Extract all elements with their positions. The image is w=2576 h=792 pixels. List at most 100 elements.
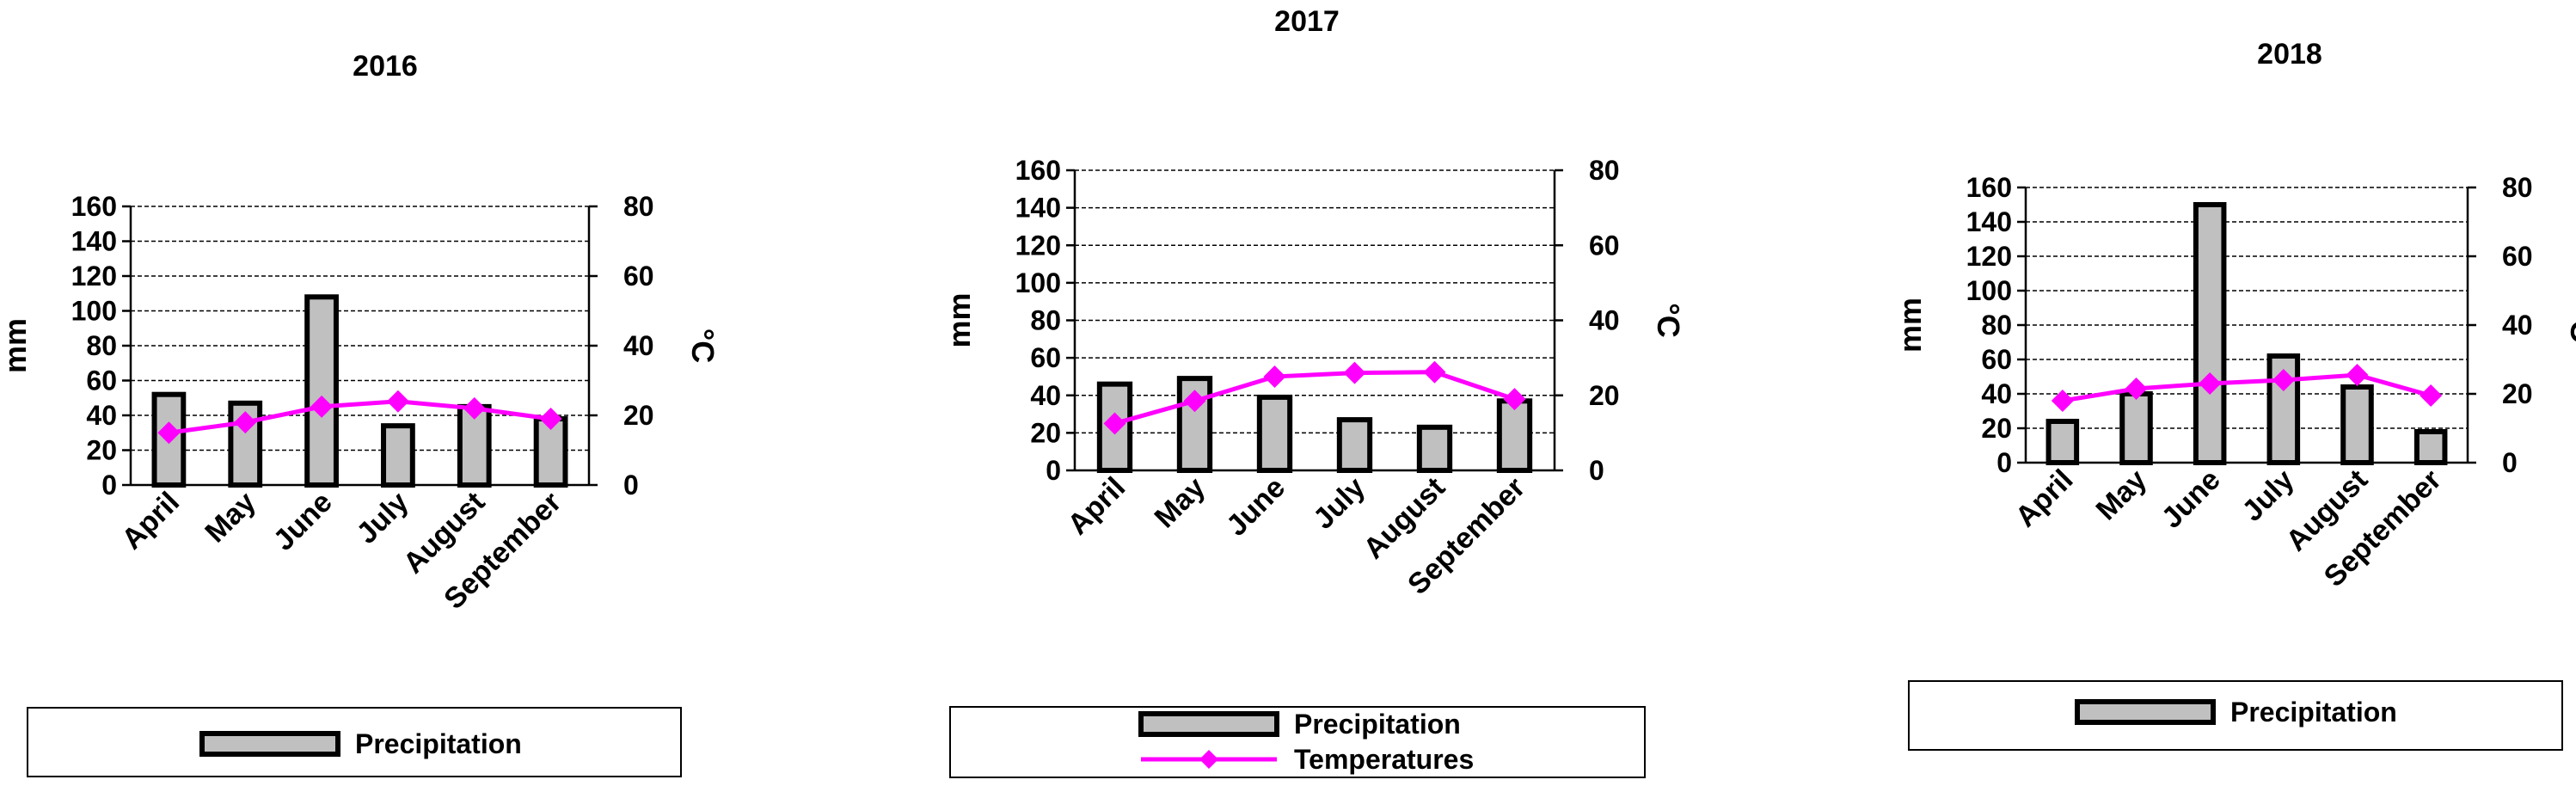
temperature-point-september — [539, 408, 562, 431]
temperature-point-august — [1423, 360, 1446, 384]
y-tick-label: 100 — [1966, 275, 2012, 306]
y2-tick-label: 0 — [1589, 455, 1604, 486]
y-tick-label: 20 — [86, 435, 117, 466]
x-tick-label: April — [1062, 471, 1132, 542]
x-tick-label: May — [199, 486, 262, 549]
precipitation-bar-april — [1096, 381, 1133, 474]
x-tick-label: July — [351, 486, 415, 550]
precipitation-bar-september — [2413, 429, 2448, 465]
precipitation-bar-june — [2193, 202, 2227, 465]
temperature-line — [2062, 372, 2432, 403]
y-tick-label: 140 — [71, 226, 117, 257]
y-tick-label: 140 — [1966, 206, 2012, 237]
y2-tick-label: 80 — [2502, 172, 2533, 203]
y2-tick-label: 80 — [623, 191, 654, 222]
y-tick-label: 60 — [1030, 342, 1061, 373]
y2-tick-label: 80 — [1589, 155, 1620, 186]
y2-tick-label: 20 — [623, 400, 654, 431]
legend-label: Temperatures — [1294, 744, 1474, 775]
x-tick-label: April — [2009, 464, 2080, 534]
y-tick-label: 160 — [71, 191, 117, 222]
chart-title: 2018 — [2257, 38, 2322, 71]
temperature-point-june — [1263, 365, 1286, 388]
y-tick-label: 80 — [86, 330, 117, 361]
temperature-point-april — [1103, 412, 1126, 435]
legend: Precipitation — [27, 707, 682, 777]
y-tick-label: 120 — [1966, 241, 2012, 272]
legend-label: Precipitation — [1294, 709, 1461, 740]
y-tick-label: 20 — [1030, 417, 1061, 448]
precipitation-bar-august — [2340, 384, 2374, 465]
precipitation-bar-may — [2119, 391, 2153, 465]
y2-tick-label: 20 — [1589, 380, 1620, 411]
y-tick-label: 0 — [1996, 447, 2012, 478]
precipitation-bar-september — [1496, 398, 1533, 474]
temperature-point-august — [463, 396, 486, 420]
y-tick-label: 40 — [86, 400, 117, 431]
precipitation-bar-july — [1336, 417, 1373, 474]
temperature-point-august — [2346, 364, 2369, 386]
y-tick-label: 160 — [1966, 172, 2012, 203]
temperature-point-may — [2125, 378, 2148, 400]
precipitation-bar-july — [381, 423, 415, 488]
temperature-point-april — [2051, 390, 2074, 412]
temperature-point-july — [386, 390, 409, 413]
y-tick-label: 160 — [1015, 155, 1061, 186]
legend-precipitation-swatch — [199, 731, 340, 757]
x-tick-label: June — [1220, 471, 1291, 543]
y-tick-label: 100 — [71, 296, 117, 327]
y-tick-label: 0 — [1046, 455, 1061, 486]
precipitation-bar-june — [1256, 394, 1293, 473]
y2-axis-label: °C — [2564, 308, 2576, 342]
temperature-point-june — [2199, 372, 2222, 395]
y2-axis-label: °C — [1651, 303, 1686, 337]
y-tick-label: 60 — [1981, 344, 2012, 375]
y2-tick-label: 60 — [623, 261, 654, 292]
y2-axis-label: °C — [685, 328, 721, 363]
legend-precipitation-swatch — [2075, 699, 2216, 725]
legend: Precipitation — [1908, 680, 2563, 751]
legend-box — [27, 707, 682, 777]
legend-box — [949, 706, 1646, 778]
temperature-point-september — [1503, 388, 1526, 411]
x-tick-label: May — [1149, 471, 1212, 535]
y2-tick-label: 0 — [2502, 447, 2518, 478]
x-tick-label: June — [2156, 464, 2227, 535]
chart-title: 2017 — [1274, 5, 1340, 38]
chart-2017: 2017 0 20 40 60 80 100 120 140 160 0 20 40 60 80 mm °C Ap… — [941, 5, 1686, 778]
y2-tick-label: 40 — [1589, 305, 1620, 336]
y-tick-label: 40 — [1030, 380, 1061, 411]
y-tick-label: 100 — [1015, 267, 1061, 298]
x-tick-label: July — [2236, 464, 2301, 528]
legend-label: Precipitation — [2230, 697, 2397, 728]
y-axis-label: mm — [0, 318, 33, 373]
temperature-line — [1113, 370, 1516, 426]
temperature-point-june — [310, 395, 334, 418]
legend-temperature-marker — [1199, 750, 1218, 769]
precipitation-bar-june — [304, 294, 339, 488]
precipitation-bar-august — [1416, 424, 1453, 473]
chart-title: 2016 — [353, 50, 418, 83]
temperature-point-september — [2420, 384, 2443, 407]
x-tick-label: July — [1307, 471, 1371, 536]
temperature-point-july — [1343, 361, 1366, 384]
temperature-point-may — [1183, 390, 1206, 413]
y-tick-label: 0 — [101, 470, 117, 500]
temperature-point-april — [157, 421, 181, 445]
precipitation-bar-may — [1176, 376, 1213, 473]
temperature-point-may — [234, 411, 257, 434]
y2-tick-label: 40 — [623, 330, 654, 361]
x-tick-label: June — [267, 486, 339, 557]
y-tick-label: 20 — [1981, 413, 2012, 444]
temperature-line — [169, 399, 551, 435]
y-tick-label: 80 — [1981, 310, 2012, 341]
y2-tick-label: 20 — [2502, 378, 2533, 409]
y2-tick-label: 60 — [1589, 230, 1620, 261]
y-tick-label: 140 — [1015, 193, 1061, 224]
y-axis-label: mm — [1892, 298, 1928, 353]
y-tick-label: 60 — [86, 365, 117, 396]
precipitation-bar-april — [2045, 419, 2080, 465]
y-tick-label: 120 — [1015, 230, 1061, 261]
